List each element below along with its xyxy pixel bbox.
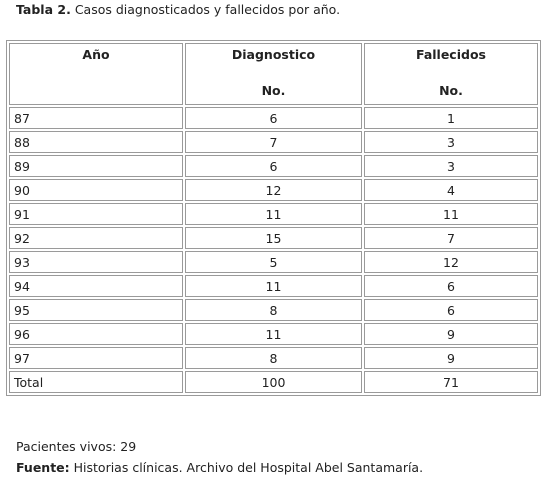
table-row: 92 15 7 <box>9 227 538 249</box>
header-deceased: Fallecidos No. <box>364 43 538 105</box>
year-cell: 87 <box>9 107 183 129</box>
table-row: 87 6 1 <box>9 107 538 129</box>
year-cell: 97 <box>9 347 183 369</box>
caption-label: Tabla 2. <box>16 2 71 17</box>
diagnosed-cell: 8 <box>185 299 362 321</box>
source-text: Historias clínicas. Archivo del Hospital… <box>73 460 424 475</box>
table-row: 88 7 3 <box>9 131 538 153</box>
table-row: 89 6 3 <box>9 155 538 177</box>
table-row: 90 12 4 <box>9 179 538 201</box>
diagnosed-cell: 15 <box>185 227 362 249</box>
table-row: 95 8 6 <box>9 299 538 321</box>
deceased-cell: 4 <box>364 179 538 201</box>
header-diagnosed: Diagnostico No. <box>185 43 362 105</box>
diagnosed-cell: 11 <box>185 203 362 225</box>
deceased-cell: 3 <box>364 131 538 153</box>
table-row: Total 100 71 <box>9 371 538 393</box>
table-row: 94 11 6 <box>9 275 538 297</box>
deceased-cell: 6 <box>364 275 538 297</box>
year-cell: 95 <box>9 299 183 321</box>
diagnosed-cell: 11 <box>185 323 362 345</box>
source-label: Fuente: <box>16 460 70 475</box>
diagnosed-cell: 11 <box>185 275 362 297</box>
deceased-cell: 7 <box>364 227 538 249</box>
deceased-cell: 1 <box>364 107 538 129</box>
diagnosed-cell: 6 <box>185 155 362 177</box>
header-diagnosed-sub: No. <box>261 83 286 98</box>
year-cell: 91 <box>9 203 183 225</box>
table-notes: Pacientes vivos: 29 Fuente: Historias cl… <box>16 436 423 478</box>
diagnosed-cell: 8 <box>185 347 362 369</box>
year-cell: 96 <box>9 323 183 345</box>
diagnosed-cell: 5 <box>185 251 362 273</box>
caption-text: Casos diagnosticados y fallecidos por añ… <box>74 2 341 17</box>
header-year-title: Año <box>82 47 110 62</box>
year-cell: Total <box>9 371 183 393</box>
year-cell: 92 <box>9 227 183 249</box>
table-row: 93 5 12 <box>9 251 538 273</box>
deceased-cell: 71 <box>364 371 538 393</box>
year-cell: 88 <box>9 131 183 153</box>
header-deceased-title: Fallecidos <box>416 47 486 62</box>
deceased-cell: 9 <box>364 323 538 345</box>
header-diagnosed-title: Diagnostico <box>231 47 316 62</box>
table-row: 97 8 9 <box>9 347 538 369</box>
year-cell: 89 <box>9 155 183 177</box>
diagnosed-cell: 7 <box>185 131 362 153</box>
year-cell: 94 <box>9 275 183 297</box>
patients-alive-note: Pacientes vivos: 29 <box>16 439 137 454</box>
year-cell: 93 <box>9 251 183 273</box>
deceased-cell: 6 <box>364 299 538 321</box>
source-note: Fuente: Historias clínicas. Archivo del … <box>16 457 423 478</box>
header-year: Año <box>9 43 183 105</box>
deceased-cell: 11 <box>364 203 538 225</box>
cases-table: Año Diagnostico No. Fallecidos No. 87 6 1 8… <box>6 40 541 396</box>
deceased-cell: 12 <box>364 251 538 273</box>
deceased-cell: 3 <box>364 155 538 177</box>
table-row: 91 11 11 <box>9 203 538 225</box>
deceased-cell: 9 <box>364 347 538 369</box>
table-row: 96 11 9 <box>9 323 538 345</box>
header-row: Año Diagnostico No. Fallecidos No. <box>9 43 538 105</box>
year-cell: 90 <box>9 179 183 201</box>
diagnosed-cell: 6 <box>185 107 362 129</box>
diagnosed-cell: 100 <box>185 371 362 393</box>
table-caption: Tabla 2. Casos diagnosticados y fallecid… <box>16 2 340 17</box>
header-deceased-sub: No. <box>439 83 463 98</box>
table-body: 87 6 1 88 7 3 89 6 3 90 12 4 91 11 11 92 15 7 93 5 12 94 11 6 95… <box>9 107 538 393</box>
diagnosed-cell: 12 <box>185 179 362 201</box>
